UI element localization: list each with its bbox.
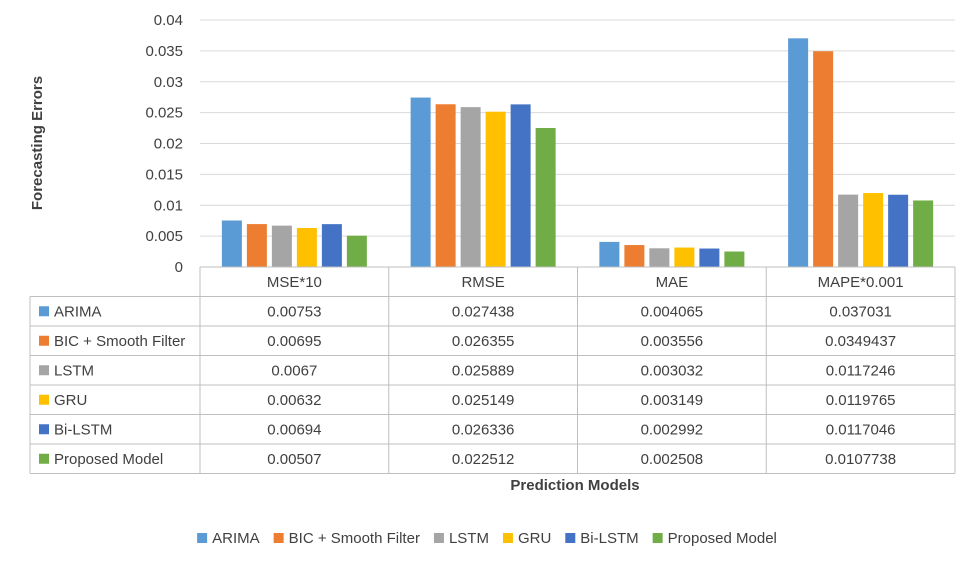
table-series-name: Bi-LSTM [54, 421, 112, 438]
data-label: 0.022512 [452, 451, 515, 468]
legend-item: LSTM [433, 530, 489, 547]
data-label: 0.026336 [452, 421, 515, 438]
gridlines [200, 19, 955, 237]
bar [913, 200, 934, 267]
bar [724, 251, 745, 267]
y-axis-ticks: 0 0.005 0.01 0.015 0.02 0.025 0.03 0.035 0.04 [145, 12, 183, 276]
legend-label: LSTM [449, 530, 489, 547]
table-series-name: ARIMA [54, 303, 102, 320]
bar [863, 193, 884, 267]
table-series-name: BIC + Smooth Filter [54, 333, 185, 350]
data-label: 0.0119765 [826, 392, 896, 409]
bar [246, 224, 267, 267]
bars [221, 38, 934, 268]
table-series-name: GRU [54, 392, 87, 409]
legend-item: BIC + Smooth Filter [273, 530, 420, 547]
y-axis-label: Forecasting Errors [29, 76, 46, 210]
table-legend-key [39, 394, 49, 405]
bar [888, 194, 909, 267]
data-label: 0.025889 [452, 362, 515, 379]
data-label: 0.003149 [641, 392, 704, 409]
legend-item: ARIMA [197, 530, 260, 547]
data-label: 0.00753 [267, 303, 321, 320]
y-tick-label: 0.01 [154, 197, 183, 214]
bar [674, 247, 695, 267]
bar [699, 248, 720, 267]
data-label: 0.002508 [641, 451, 704, 468]
y-tick-label: 0.04 [154, 12, 183, 29]
table-legend-key [39, 306, 49, 317]
table-series-name: LSTM [54, 362, 94, 379]
data-label: 0.00694 [267, 421, 321, 438]
bar [649, 248, 670, 267]
x-axis-label: Prediction Models [510, 477, 639, 494]
y-tick-label: 0.02 [154, 136, 183, 153]
y-tick-label: 0.035 [145, 43, 183, 60]
bar [788, 38, 809, 268]
data-label: 0.037031 [829, 303, 892, 320]
y-tick-label: 0.03 [154, 74, 183, 91]
bar [410, 97, 431, 268]
bar [510, 104, 531, 267]
category-label: MAE [656, 274, 689, 291]
bar [346, 235, 367, 267]
data-label: 0.026355 [452, 333, 515, 350]
data-label: 0.027438 [452, 303, 515, 320]
bar [271, 225, 292, 267]
data-label: 0.00507 [267, 451, 321, 468]
table-legend-key [39, 335, 49, 346]
data-label: 0.0117046 [826, 421, 896, 438]
table-series-name: Proposed Model [54, 451, 163, 468]
bar [435, 104, 456, 267]
y-tick-label: 0.015 [145, 166, 183, 183]
bar [838, 194, 859, 267]
legend-item: Bi-LSTM [565, 530, 639, 547]
legend-swatch [565, 533, 576, 543]
data-table: MSE*10 RMSE MAE MAPE*0.001 ARIMA 0.00753 0.027… [29, 266, 956, 474]
bar [599, 241, 620, 267]
data-label: 0.002992 [641, 421, 704, 438]
bar [460, 107, 481, 267]
category-label: MAPE*0.001 [818, 274, 904, 291]
legend-label: Proposed Model [668, 530, 777, 547]
legend-swatch [433, 533, 444, 543]
data-label: 0.003556 [641, 333, 704, 350]
legend-label: BIC + Smooth Filter [289, 530, 420, 547]
y-tick-label: 0 [175, 259, 183, 276]
data-label: 0.0349437 [825, 333, 896, 350]
table-legend-key [39, 365, 49, 376]
table-legend-key [39, 453, 49, 464]
legend-swatch [273, 533, 284, 543]
data-label: 0.025149 [452, 392, 515, 409]
bar [296, 227, 317, 267]
bar [624, 245, 645, 267]
table-legend-key [39, 424, 49, 435]
category-label: MSE*10 [267, 274, 322, 291]
data-label: 0.004065 [641, 303, 704, 320]
legend-label: GRU [518, 530, 551, 547]
y-tick-label: 0.025 [145, 105, 183, 122]
data-label: 0.0117246 [826, 362, 896, 379]
category-label: RMSE [461, 274, 504, 291]
legend-swatch [652, 533, 663, 543]
data-label: 0.0067 [271, 362, 317, 379]
data-label: 0.00695 [267, 333, 321, 350]
legend-item: GRU [502, 530, 551, 547]
data-label: 0.003032 [641, 362, 704, 379]
legend: ARIMA BIC + Smooth Filter LSTM GRU Bi-LSTM Pr… [197, 530, 777, 547]
legend-swatch [197, 533, 208, 543]
legend-item: Proposed Model [652, 530, 777, 547]
bar [221, 220, 242, 267]
data-label: 0.00632 [267, 392, 321, 409]
legend-label: ARIMA [212, 530, 260, 547]
bar [485, 111, 506, 267]
legend-label: Bi-LSTM [580, 530, 638, 547]
bar [813, 51, 834, 267]
y-tick-label: 0.005 [145, 228, 183, 245]
bar [321, 224, 342, 267]
data-label: 0.0107738 [825, 451, 896, 468]
bar [535, 127, 556, 267]
legend-swatch [502, 533, 513, 543]
